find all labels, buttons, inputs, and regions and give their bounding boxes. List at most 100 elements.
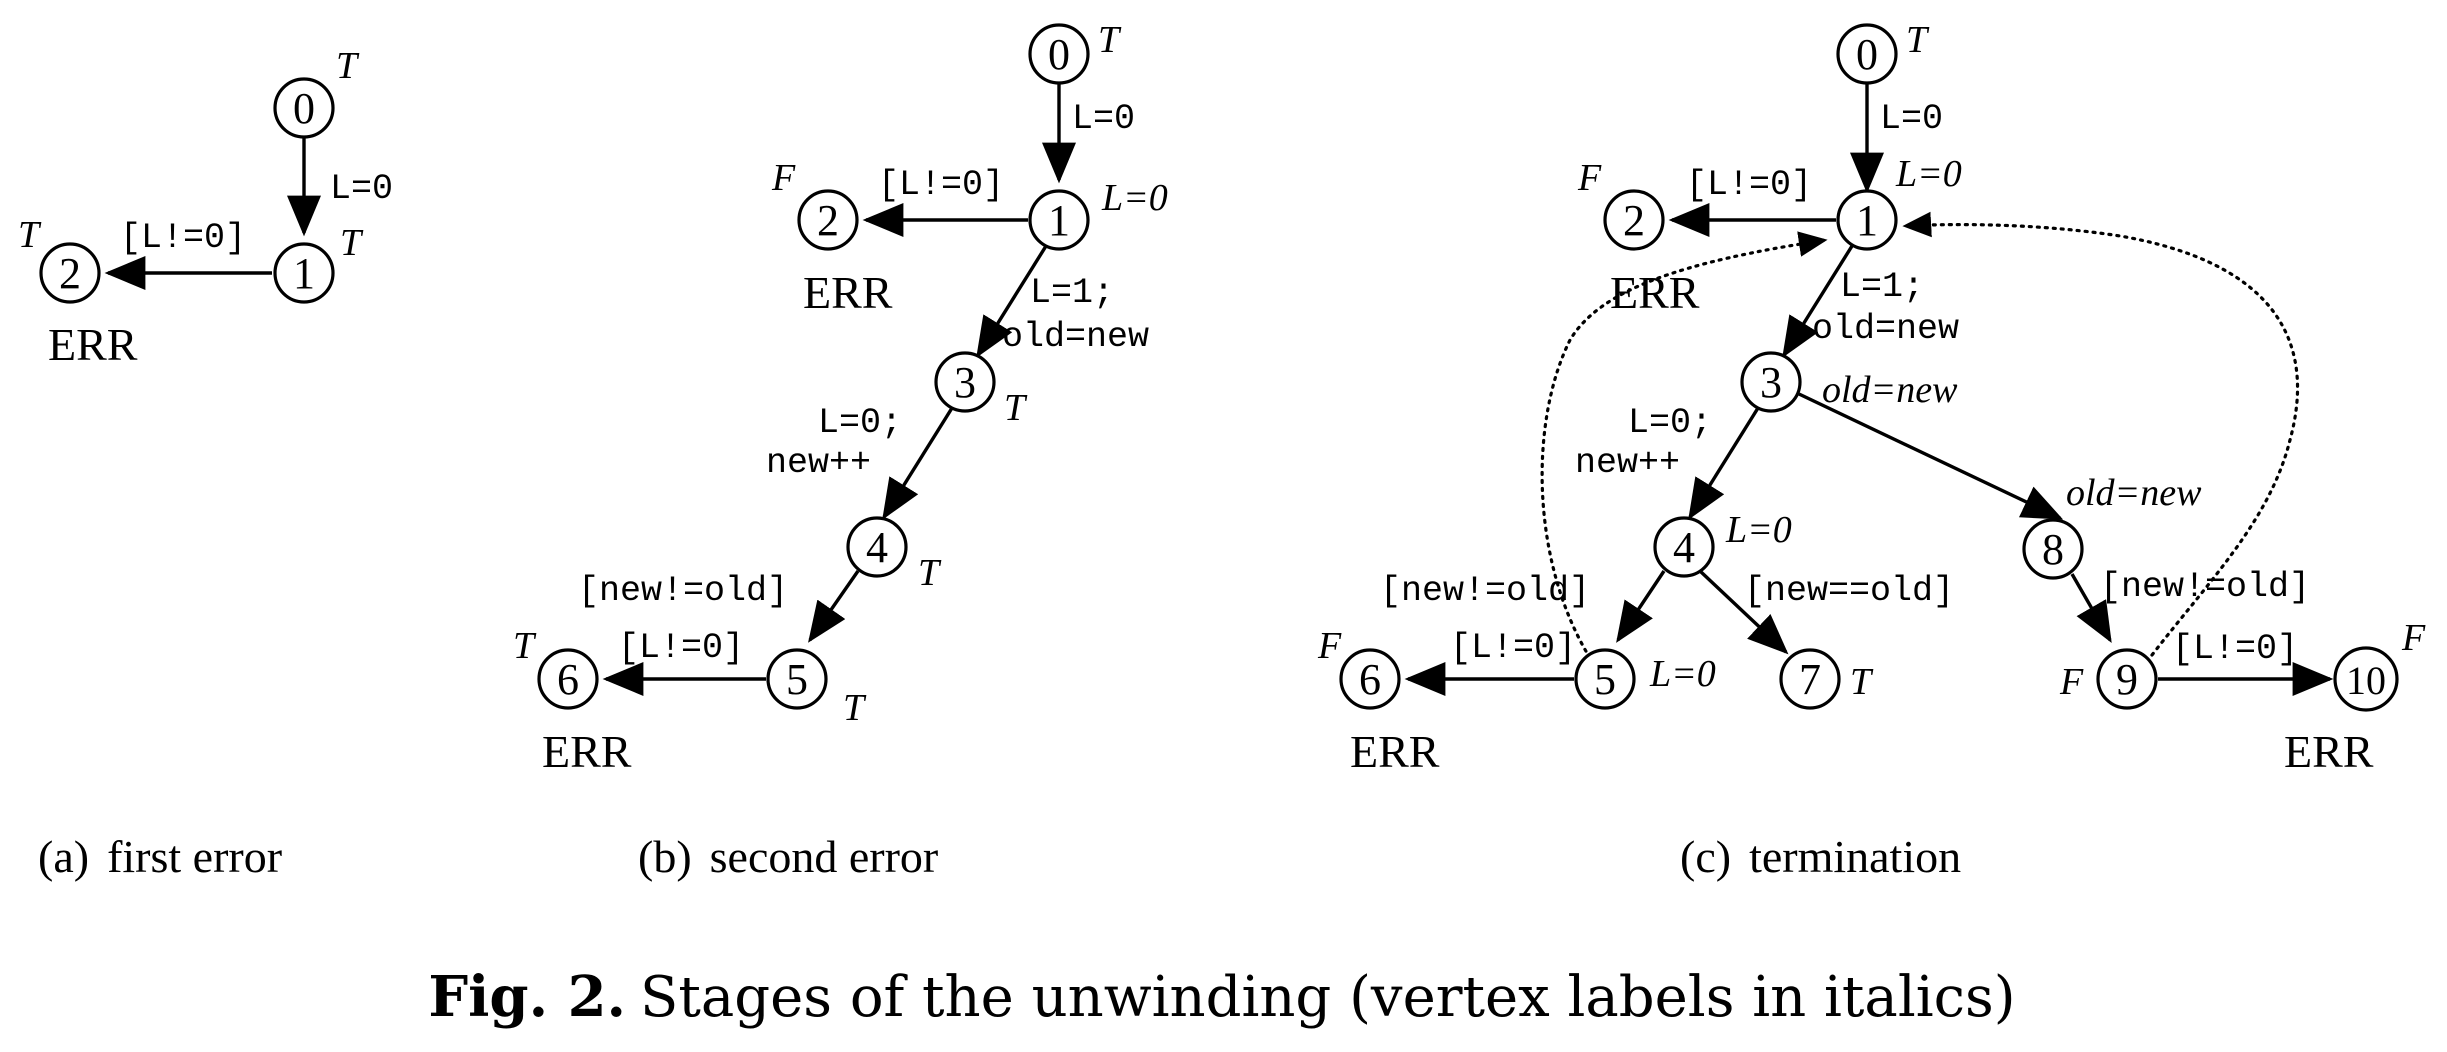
err-label-c-2: ERR: [1610, 267, 1700, 318]
vertex-label-b-1: L=0: [1101, 177, 1168, 219]
edge-c-1-3: [1782, 245, 1854, 358]
svg-text:4: 4: [1673, 523, 1695, 572]
vertex-label-c-3: old=new: [1822, 369, 1958, 411]
vertex-label-b-4: T: [918, 552, 942, 594]
node-a-0: 0: [273, 77, 335, 139]
back-edge-c-9-1: [1902, 211, 2300, 657]
err-label-b-6: ERR: [542, 726, 632, 777]
vertex-label-b-5: T: [843, 687, 867, 729]
svg-text:0: 0: [293, 84, 315, 133]
vertex-label-c-5: L=0: [1649, 653, 1716, 695]
edge-b-4-5: [808, 570, 860, 643]
svg-text:1: 1: [293, 249, 315, 298]
figure-caption: Fig. 2. Stages of the unwinding (vertex l…: [428, 964, 2015, 1030]
edge-label-b-1-2: [L!=0]: [878, 165, 1004, 205]
node-c-8: 8: [2022, 518, 2084, 580]
node-c-5: 5: [1574, 648, 1636, 710]
node-c-7: 7: [1779, 648, 1841, 710]
vertex-label-a-0: T: [336, 45, 360, 87]
node-c-1: 1: [1836, 189, 1898, 251]
node-c-4: 4: [1653, 516, 1715, 578]
edge-label-c-1-3-line2: old=new: [1812, 309, 1959, 349]
edge-label-c-9-10: [L!=0]: [2172, 629, 2298, 669]
node-c-9: 9: [2096, 648, 2158, 710]
node-b-0: 0: [1028, 23, 1090, 85]
vertex-label-c-2: F: [1577, 157, 1602, 199]
edge-b-1-3: [976, 245, 1048, 358]
svg-text:3: 3: [954, 358, 976, 407]
vertex-label-b-0: T: [1098, 19, 1122, 61]
vertex-label-c-7: T: [1850, 661, 1874, 703]
edge-label-c-4-5: [new!=old]: [1380, 571, 1590, 611]
edge-label-c-3-4-line2: new++: [1575, 443, 1680, 483]
edge-label-c-0-1: L=0: [1880, 99, 1943, 139]
svg-text:4: 4: [866, 523, 888, 572]
panel-b: 0 1 2 3 4 5 6 T L=0 F T T T: [513, 19, 1168, 882]
node-c-2: 2: [1603, 189, 1665, 251]
edge-b-3-4: [882, 407, 954, 520]
vertex-label-c-9: F: [2059, 661, 2084, 703]
edge-c-8-9: [2070, 573, 2112, 643]
edge-label-c-4-7: [new==old]: [1744, 571, 1954, 611]
node-b-2: 2: [797, 189, 859, 251]
edge-label-c-3-4-line1: L=0;: [1628, 403, 1712, 443]
edge-label-b-1-3-line2: old=new: [1002, 317, 1149, 357]
vertex-label-c-6: F: [1317, 625, 1342, 667]
caption-b: (b) second error: [638, 831, 938, 882]
svg-text:1: 1: [1856, 196, 1878, 245]
svg-text:3: 3: [1760, 358, 1782, 407]
node-c-6: 6: [1339, 648, 1401, 710]
svg-text:5: 5: [786, 655, 808, 704]
panel-a: 0 1 2 T T T L=0 [L!=0] ERR (a) first erro…: [18, 45, 393, 882]
vertex-label-b-6: T: [513, 625, 537, 667]
caption-a: (a) first error: [38, 831, 282, 882]
edge-c-4-7: [1698, 569, 1789, 655]
svg-text:8: 8: [2042, 525, 2064, 574]
edge-label-c-1-2: [L!=0]: [1686, 165, 1812, 205]
svg-text:7: 7: [1799, 655, 1821, 704]
vertex-label-c-10: F: [2401, 617, 2426, 659]
err-label-a-2: ERR: [48, 319, 138, 370]
node-b-3: 3: [934, 351, 996, 413]
node-a-1: 1: [273, 242, 335, 304]
svg-text:0: 0: [1048, 30, 1070, 79]
edge-c-3-8: [1798, 392, 2064, 520]
edge-c-3-4: [1688, 407, 1760, 520]
back-edge-c-5-1: [1540, 231, 1828, 660]
node-b-1: 1: [1028, 189, 1090, 251]
edge-c-4-5: [1616, 570, 1666, 643]
node-b-4: 4: [846, 516, 908, 578]
panel-c: 0 1 2 3 4 5 6 7: [1317, 19, 2426, 882]
err-label-b-2: ERR: [803, 267, 893, 318]
edge-label-a-0-1: L=0: [330, 169, 393, 209]
svg-text:10: 10: [2346, 658, 2386, 703]
svg-text:2: 2: [817, 196, 839, 245]
vertex-label-c-1: L=0: [1895, 153, 1962, 195]
vertex-label-a-1: T: [340, 222, 364, 264]
svg-text:0: 0: [1856, 30, 1878, 79]
svg-text:9: 9: [2116, 655, 2138, 704]
edge-label-b-5-6: [L!=0]: [618, 628, 744, 668]
err-label-c-6: ERR: [1350, 726, 1440, 777]
node-c-0: 0: [1836, 23, 1898, 85]
node-a-2: 2: [39, 242, 101, 304]
err-label-c-10: ERR: [2284, 726, 2374, 777]
svg-text:6: 6: [1359, 655, 1381, 704]
edge-label-b-1-3-line1: L=1;: [1030, 273, 1114, 313]
edge-label-b-4-5: [new!=old]: [578, 571, 788, 611]
edge-label-c-1-3-line1: L=1;: [1840, 267, 1924, 307]
edge-label-b-0-1: L=0: [1072, 99, 1135, 139]
node-c-10: 10: [2333, 646, 2399, 712]
svg-text:2: 2: [1623, 196, 1645, 245]
vertex-label-b-3: T: [1004, 387, 1028, 429]
svg-text:6: 6: [557, 655, 579, 704]
caption-c: (c) termination: [1680, 831, 1961, 882]
edge-label-c-5-6: [L!=0]: [1450, 628, 1576, 668]
edge-label-b-3-4-line2: new++: [766, 443, 871, 483]
node-c-3: 3: [1740, 351, 1802, 413]
node-b-6: 6: [537, 648, 599, 710]
edge-label-b-3-4-line1: L=0;: [818, 403, 902, 443]
node-b-5: 5: [766, 648, 828, 710]
vertex-label-c-0: T: [1906, 19, 1930, 61]
